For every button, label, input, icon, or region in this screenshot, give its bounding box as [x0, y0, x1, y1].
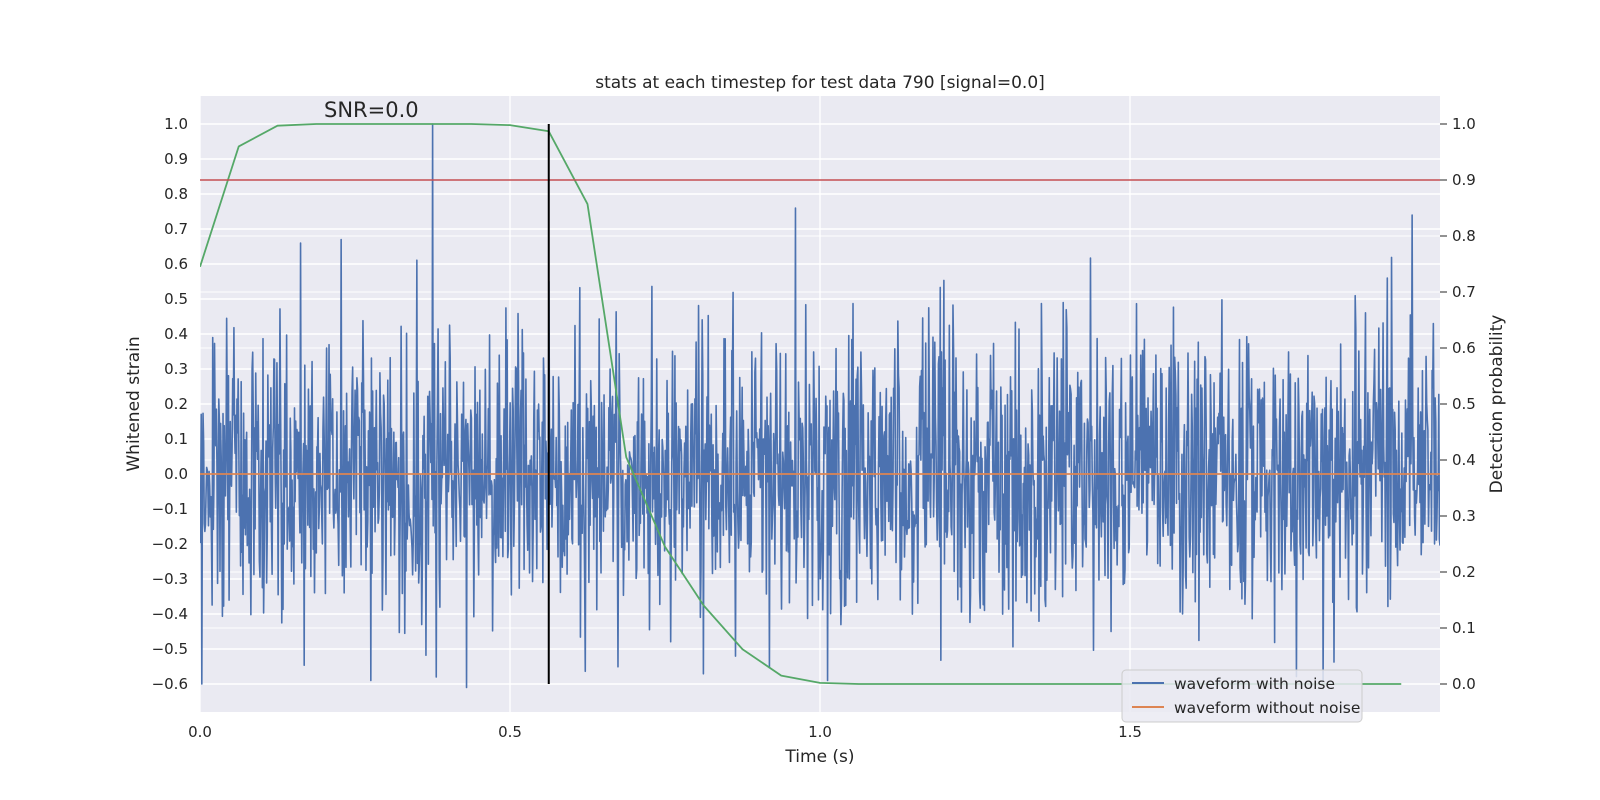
y-axis-label: Whitened strain	[124, 336, 144, 471]
y2-tick-label-6: 0.6	[1452, 339, 1476, 357]
legend-label-waveform-with-noise: waveform with noise	[1174, 675, 1335, 693]
y-tick-label-8: 0.2	[164, 395, 188, 413]
chart-title: stats at each timestep for test data 790…	[595, 73, 1045, 93]
y2-tick-label-7: 0.7	[1452, 283, 1476, 301]
x-tick-label-2: 1.0	[808, 723, 832, 741]
legend-label-waveform-without-noise: waveform without noise	[1174, 699, 1360, 717]
series-line-waveform-with-noise	[200, 123, 1440, 689]
y2-tick-label-9: 0.9	[1452, 171, 1476, 189]
y-tick-label-16: 1.0	[164, 115, 188, 133]
y2-tick-label-10: 1.0	[1452, 115, 1476, 133]
y2-tick-label-3: 0.3	[1452, 507, 1476, 525]
y2-tick-label-5: 0.5	[1452, 395, 1476, 413]
y-tick-label-14: 0.8	[164, 185, 188, 203]
y-tick-label-3: −0.3	[152, 570, 188, 588]
y2-tick-label-2: 0.2	[1452, 563, 1476, 581]
y2-tick-label-0: 0.0	[1452, 675, 1476, 693]
y-tick-label-6: 0.0	[164, 465, 188, 483]
x-axis-label: Time (s)	[784, 747, 854, 767]
snr-annotation: SNR=0.0	[324, 98, 419, 122]
legend-box	[1121, 669, 1363, 723]
axes: 0.0 0.5 1.0 1.5 −0.6 −0.5 −0.4 −0.3 −0.2 −0.1 0.0 0…	[152, 115, 1476, 741]
y-tick-label-5: −0.1	[152, 500, 188, 518]
y2-axis-label: Detection probability	[1487, 315, 1507, 494]
y2-tick-label-1: 0.1	[1452, 619, 1476, 637]
y2-tick-label-4: 0.4	[1452, 451, 1476, 469]
y-tick-label-11: 0.5	[164, 290, 188, 308]
x-tick-label-0: 0.0	[188, 723, 212, 741]
x-tick-label-3: 1.5	[1118, 723, 1142, 741]
y-tick-label-13: 0.7	[164, 220, 188, 238]
x-tick-label-1: 0.5	[498, 723, 522, 741]
y-tick-label-0: −0.6	[152, 675, 188, 693]
y-tick-label-7: 0.1	[164, 430, 188, 448]
y-tick-label-4: −0.2	[152, 535, 188, 553]
legend: waveform with noise waveform without noi…	[1121, 669, 1363, 723]
y2-tick-label-8: 0.8	[1452, 227, 1476, 245]
y-tick-label-15: 0.9	[164, 150, 188, 168]
y-tick-label-9: 0.3	[164, 360, 188, 378]
y-tick-label-10: 0.4	[164, 325, 188, 343]
y-tick-label-1: −0.5	[152, 640, 188, 658]
y-tick-label-12: 0.6	[164, 255, 188, 273]
y-tick-label-2: −0.4	[152, 605, 188, 623]
